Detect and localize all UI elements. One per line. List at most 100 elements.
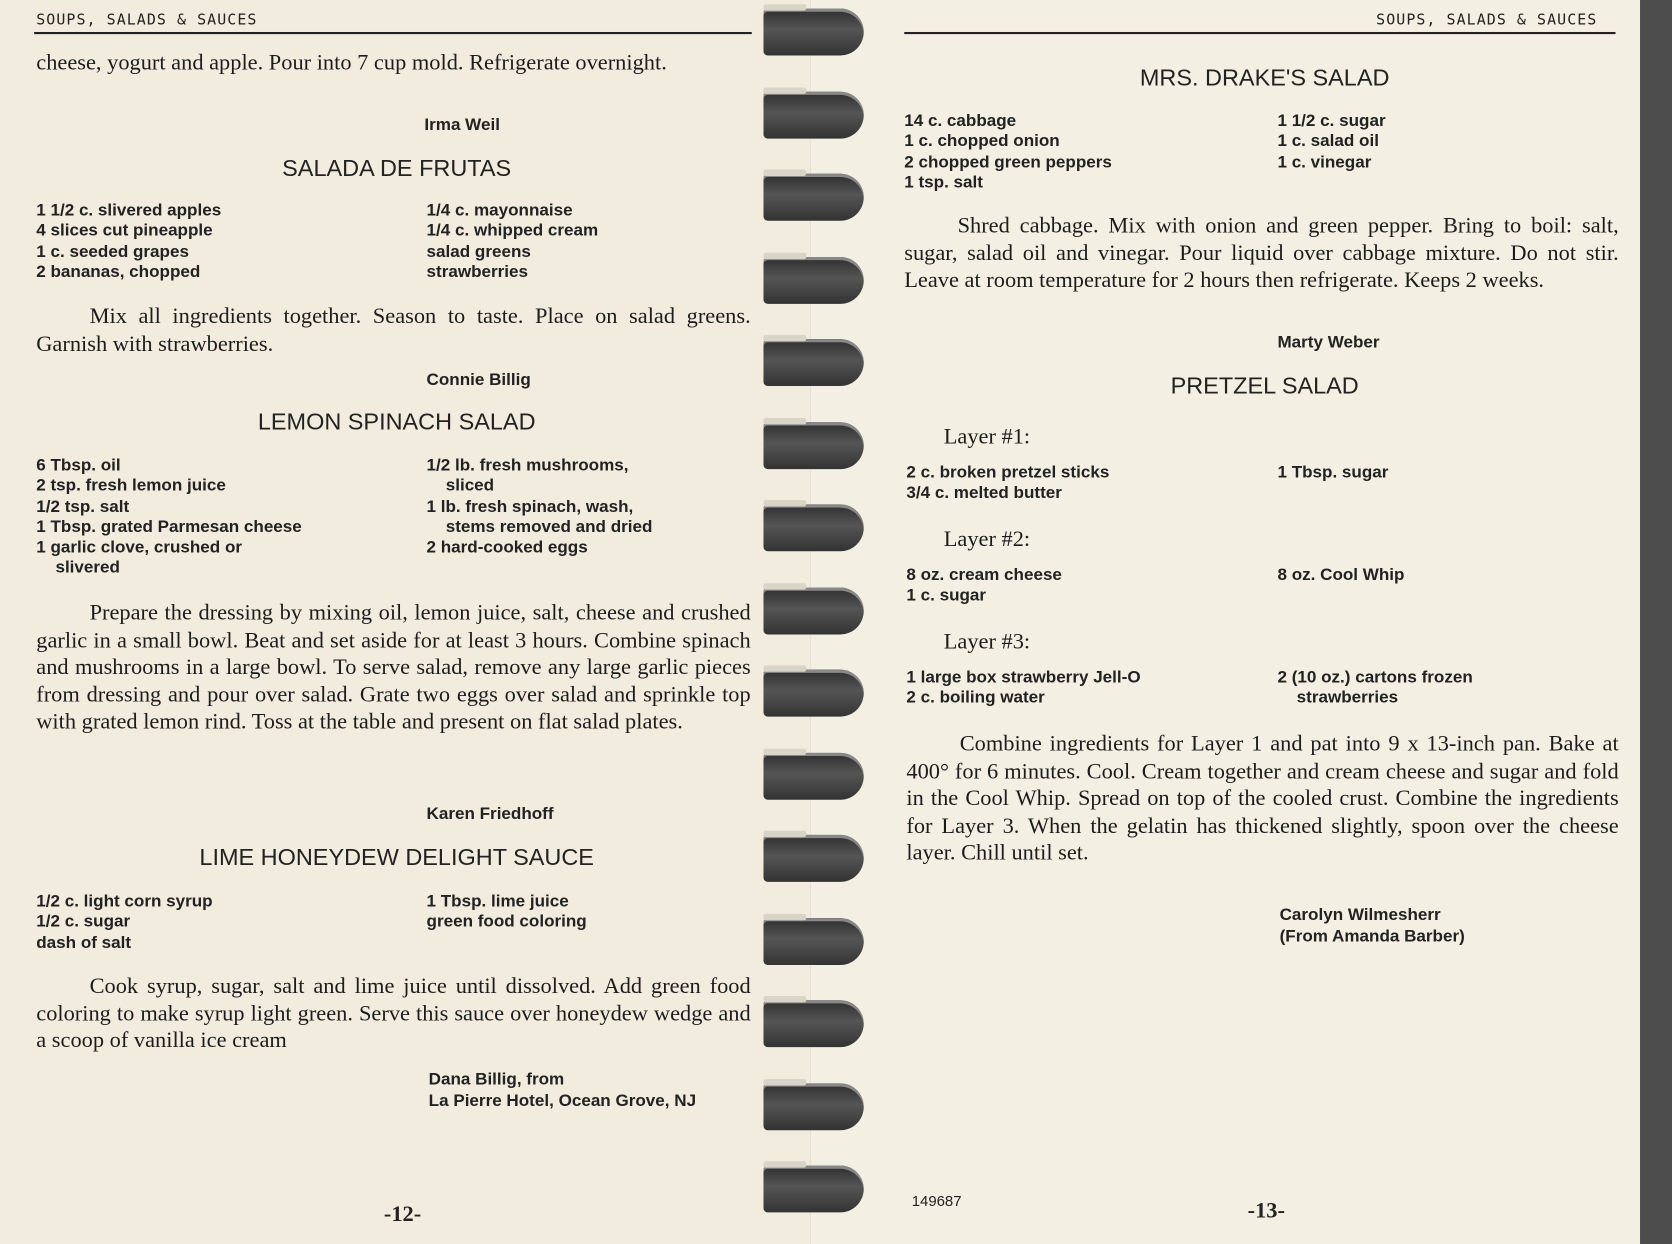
ingredient: 1/2 c. sugar bbox=[36, 913, 131, 932]
spiral-ring bbox=[763, 334, 864, 387]
print-code: 149687 bbox=[911, 1192, 962, 1210]
recipe-title: LEMON SPINACH SALAD bbox=[257, 408, 536, 436]
ingredient: 1 c. sugar bbox=[906, 586, 987, 605]
layer-label: Layer #1: bbox=[943, 423, 1031, 449]
ingredient: dash of salt bbox=[36, 933, 132, 952]
ingredients-col2: 2 (10 oz.) cartons frozen strawberries bbox=[1277, 668, 1472, 709]
ingredient: 1/4 c. mayonnaise bbox=[426, 201, 573, 220]
ingredients-col1: 1/2 c. light corn syrup 1/2 c. sugar das… bbox=[36, 891, 212, 953]
ingredient: 1 1/2 c. sugar bbox=[1277, 111, 1386, 131]
ingredient: strawberries bbox=[1296, 689, 1399, 708]
ingredient: 8 oz. Cool Whip bbox=[1277, 566, 1405, 585]
ingredient: salad greens bbox=[426, 242, 531, 261]
author-line: Carolyn Wilmesherr bbox=[1279, 906, 1441, 925]
recipe-directions: Mix all ingredients together. Season to … bbox=[36, 302, 751, 356]
ingredient: slivered bbox=[55, 559, 120, 578]
ingredient: 2 tsp. fresh lemon juice bbox=[36, 476, 226, 496]
ingredient: 1/4 c. whipped cream bbox=[426, 222, 599, 241]
ingredients-col2: 8 oz. Cool Whip bbox=[1277, 565, 1404, 586]
page-number: -12- bbox=[383, 1200, 422, 1227]
spiral-ring bbox=[763, 830, 864, 882]
recipe-author: Connie Billig bbox=[426, 371, 531, 390]
recipe-author: Marty Weber bbox=[1277, 333, 1380, 352]
recipe-directions: Cook syrup, sugar, salt and lime juice u… bbox=[36, 972, 751, 1053]
header-rule bbox=[34, 31, 752, 35]
spiral-ring bbox=[763, 665, 864, 717]
recipe-author: Irma Weil bbox=[424, 116, 500, 135]
ingredient: 8 oz. cream cheese bbox=[906, 566, 1062, 585]
spiral-ring bbox=[763, 500, 864, 552]
ingredient: strawberries bbox=[426, 263, 529, 282]
ingredients-col1: 8 oz. cream cheese 1 c. sugar bbox=[906, 565, 1062, 606]
ingredient: 2 c. boiling water bbox=[906, 689, 1045, 708]
ingredients-col1: 1 large box strawberry Jell-O 2 c. boili… bbox=[906, 668, 1140, 709]
running-header: SOUPS, SALADS & SAUCES bbox=[1376, 11, 1598, 29]
ingredient: 1 c. vinegar bbox=[1277, 153, 1372, 172]
ingredient: 4 slices cut pineapple bbox=[36, 222, 213, 241]
spiral-ring bbox=[763, 417, 864, 469]
ingredient: 1 large box strawberry Jell-O bbox=[906, 668, 1141, 687]
layer-label: Layer #3: bbox=[943, 628, 1031, 654]
ingredient: 1 Tbsp. sugar bbox=[1277, 463, 1389, 482]
spiral-ring bbox=[763, 913, 864, 965]
recipe-author: Karen Friedhoff bbox=[426, 805, 554, 824]
ingredient: 1/2 tsp. salt bbox=[36, 497, 130, 516]
ingredients-col1: 14 c. cabbage 1 c. chopped onion 2 chopp… bbox=[904, 111, 1112, 193]
ingredient: 2 (10 oz.) cartons frozen bbox=[1277, 668, 1473, 687]
ingredients-col1: 1 1/2 c. slivered apples 4 slices cut pi… bbox=[36, 200, 221, 282]
ingredient: 1 Tbsp. lime juice bbox=[426, 892, 569, 911]
ingredient: 6 Tbsp. oil bbox=[36, 456, 121, 475]
ingredient: 1/2 lb. fresh mushrooms, bbox=[426, 456, 629, 475]
ingredient: 1 1/2 c. slivered apples bbox=[36, 201, 222, 220]
spiral-ring bbox=[763, 1161, 864, 1213]
recipe-title: SALADA DE FRUTAS bbox=[282, 154, 512, 182]
ingredients-col1: 2 c. broken pretzel sticks 3/4 c. melted… bbox=[906, 463, 1109, 504]
recipe-author: Carolyn Wilmesherr (From Amanda Barber) bbox=[1280, 905, 1465, 948]
recipe-directions: Combine ingredients for Layer 1 and pat … bbox=[906, 730, 1619, 866]
ingredient: 1 Tbsp. grated Parmesan cheese bbox=[36, 518, 302, 537]
recipe-directions: Prepare the dressing by mixing oil, lemo… bbox=[36, 599, 751, 735]
recipe-title: PRETZEL SALAD bbox=[1170, 372, 1359, 399]
spiral-ring bbox=[763, 169, 864, 221]
recipe-title: LIME HONEYDEW DELIGHT SAUCE bbox=[199, 843, 594, 871]
running-header: SOUPS, SALADS & SAUCES bbox=[36, 11, 258, 29]
header-rule bbox=[904, 31, 1616, 35]
ingredient: 2 bananas, chopped bbox=[36, 263, 201, 282]
ingredient: 2 chopped green peppers bbox=[904, 153, 1112, 172]
recipe-title: MRS. DRAKE'S SALAD bbox=[1139, 63, 1390, 91]
layer-label: Layer #2: bbox=[943, 525, 1031, 552]
ingredient: 1 lb. fresh spinach, wash, bbox=[426, 497, 634, 516]
ingredient: 3/4 c. melted butter bbox=[906, 484, 1062, 503]
spiral-ring bbox=[763, 995, 864, 1048]
spiral-ring bbox=[763, 86, 864, 139]
spiral-ring bbox=[763, 252, 864, 304]
ingredient: 1 c. chopped onion bbox=[904, 132, 1060, 151]
author-line: La Pierre Hotel, Ocean Grove, NJ bbox=[428, 1091, 697, 1111]
ingredients-col2: 1 1/2 c. sugar 1 c. salad oil 1 c. vineg… bbox=[1277, 111, 1385, 173]
ingredients-col2: 1/2 lb. fresh mushrooms, sliced 1 lb. fr… bbox=[427, 455, 653, 558]
ingredient: 1/2 c. light corn syrup bbox=[36, 892, 213, 911]
author-line: (From Amanda Barber) bbox=[1279, 927, 1465, 946]
ingredient: 2 c. broken pretzel sticks bbox=[906, 463, 1110, 482]
ingredient: 1 c. seeded grapes bbox=[36, 242, 189, 261]
page-number: -13- bbox=[1247, 1197, 1285, 1224]
ingredients-col1: 6 Tbsp. oil 2 tsp. fresh lemon juice 1/2… bbox=[36, 455, 302, 578]
ingredients-col2: 1 Tbsp. lime juice green food coloring bbox=[427, 891, 587, 932]
recipe-author: Dana Billig, from La Pierre Hotel, Ocean… bbox=[429, 1070, 696, 1113]
left-page: SOUPS, SALADS & SAUCES cheese, yogurt an… bbox=[0, 0, 811, 1244]
ingredient: 1 tsp. salt bbox=[904, 173, 983, 192]
ingredient: 1 c. salad oil bbox=[1277, 132, 1379, 151]
ingredient: stems removed and dried bbox=[445, 518, 653, 537]
spiral-ring bbox=[763, 1078, 864, 1130]
spiral-ring bbox=[763, 582, 864, 634]
ingredient: sliced bbox=[445, 476, 495, 496]
ingredient: green food coloring bbox=[426, 913, 587, 932]
ingredient: 2 hard-cooked eggs bbox=[426, 538, 588, 557]
recipe-directions: Shred cabbage. Mix with onion and green … bbox=[904, 212, 1619, 293]
ingredient: 1 garlic clove, crushed or bbox=[36, 538, 243, 557]
spiral-ring bbox=[763, 748, 864, 800]
author-line: Dana Billig, from bbox=[428, 1070, 565, 1089]
ingredients-col2: 1/4 c. mayonnaise 1/4 c. whipped cream s… bbox=[427, 200, 599, 282]
intro-text: cheese, yogurt and apple. Pour into 7 cu… bbox=[36, 49, 667, 75]
